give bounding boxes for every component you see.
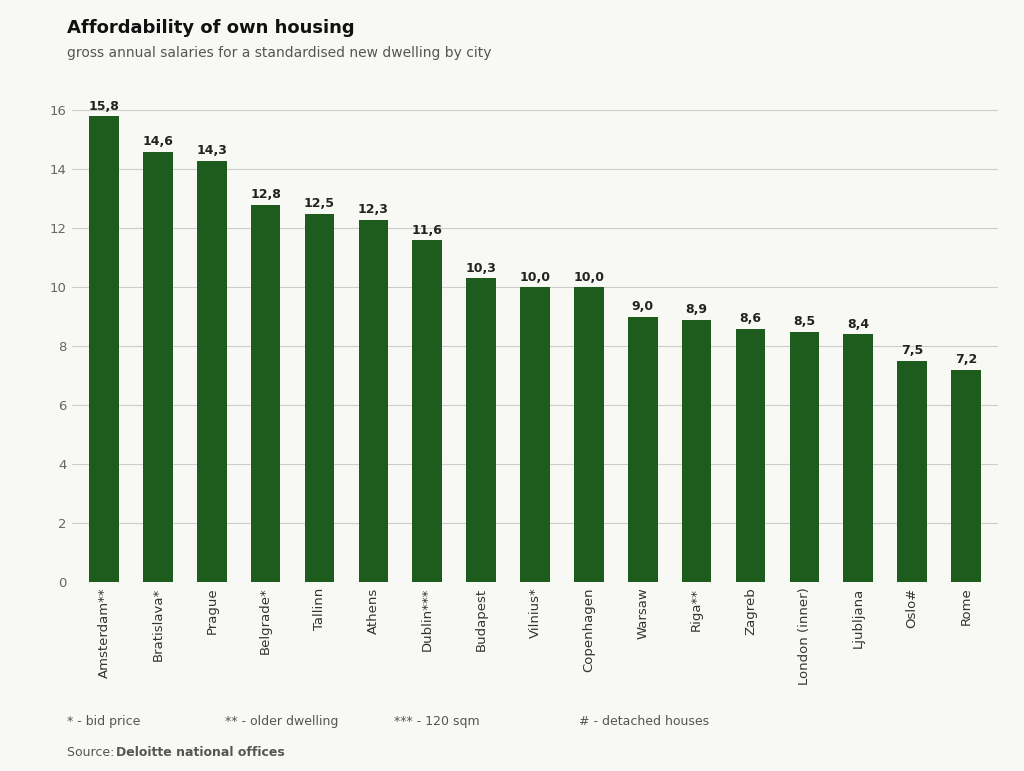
Bar (735, 328, 765, 582)
Text: 8,6: 8,6 (739, 312, 762, 325)
Text: Source:: Source: (67, 746, 118, 759)
Bar (844, 335, 873, 582)
Bar (628, 317, 657, 582)
Bar (682, 320, 712, 582)
Text: Deloitte national offices: Deloitte national offices (116, 746, 285, 759)
Bar (951, 370, 981, 582)
Text: 8,4: 8,4 (847, 318, 869, 331)
Text: 8,5: 8,5 (794, 315, 815, 328)
Text: # - detached houses: # - detached houses (579, 715, 709, 729)
Text: 7,2: 7,2 (955, 353, 977, 366)
Bar (143, 152, 173, 582)
Bar (897, 361, 927, 582)
Text: 12,5: 12,5 (304, 197, 335, 210)
Text: 10,3: 10,3 (466, 262, 497, 275)
Text: 15,8: 15,8 (88, 99, 120, 113)
Text: 12,3: 12,3 (358, 203, 389, 216)
Text: Affordability of own housing: Affordability of own housing (67, 19, 354, 37)
Bar (305, 214, 335, 582)
Text: 14,6: 14,6 (142, 135, 173, 148)
Bar (413, 240, 442, 582)
Text: 9,0: 9,0 (632, 300, 654, 313)
Text: *** - 120 sqm: *** - 120 sqm (394, 715, 480, 729)
Bar (466, 278, 496, 582)
Bar (574, 288, 604, 582)
Text: 11,6: 11,6 (412, 224, 442, 237)
Bar (197, 160, 226, 582)
Bar (520, 288, 550, 582)
Text: 14,3: 14,3 (197, 144, 227, 157)
Bar (251, 205, 281, 582)
Bar (790, 332, 819, 582)
Text: ** - older dwelling: ** - older dwelling (225, 715, 339, 729)
Bar (89, 116, 119, 582)
Text: 10,0: 10,0 (573, 271, 604, 284)
Bar (358, 220, 388, 582)
Text: 10,0: 10,0 (519, 271, 551, 284)
Text: gross annual salaries for a standardised new dwelling by city: gross annual salaries for a standardised… (67, 46, 492, 60)
Text: * - bid price: * - bid price (67, 715, 140, 729)
Text: 7,5: 7,5 (901, 345, 924, 358)
Text: 12,8: 12,8 (250, 188, 281, 201)
Text: 8,9: 8,9 (686, 303, 708, 316)
